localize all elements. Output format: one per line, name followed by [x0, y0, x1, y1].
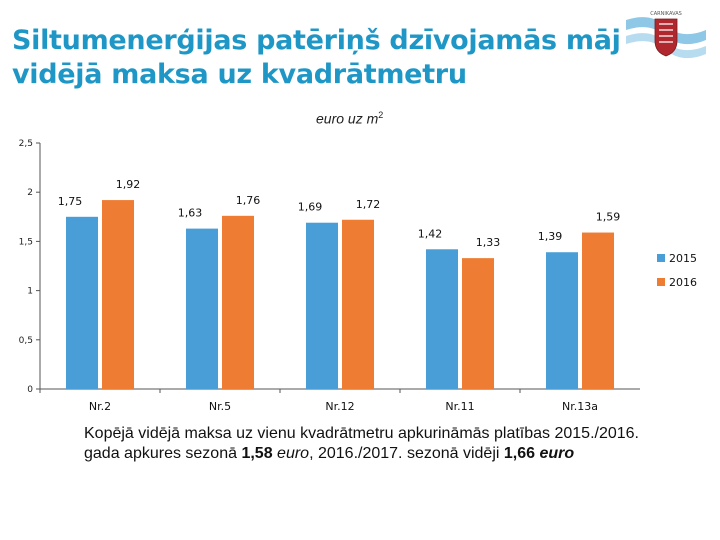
- bar-chart: 0 0,5 1 1,5 2 2,5 1,75 1,92 Nr.2 1,63 1,76 Nr.5 1,69…: [19, 139, 697, 413]
- data-label: 1,92: [116, 178, 141, 191]
- y-tick-label: 0,5: [19, 336, 33, 346]
- summary-text: Kopējā vidējā maksa uz vienu kvadrātmetr…: [84, 425, 639, 462]
- data-label: 1,63: [178, 207, 203, 220]
- title-line-2: vidējā maksa uz kvadrātmetru: [12, 59, 467, 90]
- bar-2015: [546, 252, 578, 389]
- bar-2015: [186, 228, 218, 389]
- y-tick-label: 2: [27, 188, 33, 198]
- coat-of-arms-icon: [626, 17, 706, 59]
- data-label: 1,33: [476, 236, 501, 249]
- logo-text: CARNIKAVAS: [650, 11, 682, 17]
- y-tick-label: 1: [27, 287, 33, 297]
- bar-2015: [426, 249, 458, 389]
- bar-2016: [342, 219, 374, 389]
- legend-swatch: [657, 254, 665, 262]
- data-label: 1,75: [58, 195, 83, 208]
- data-label: 1,72: [356, 198, 381, 211]
- y-tick-label: 2,5: [19, 139, 33, 149]
- data-label: 1,69: [298, 201, 323, 214]
- x-tick-label: Nr.5: [209, 400, 231, 413]
- bar-2016: [462, 258, 494, 389]
- x-tick-label: Nr.11: [445, 400, 474, 413]
- y-tick-label: 0: [27, 385, 33, 395]
- data-label: 1,42: [418, 227, 443, 240]
- x-tick-label: Nr.12: [325, 400, 354, 413]
- bar-2016: [582, 232, 614, 389]
- unit-label: euro uz m2: [316, 110, 384, 127]
- bar-2016: [102, 200, 134, 389]
- logo: CARNIKAVAS: [620, 6, 712, 68]
- title-line-1: Siltumenerģijas patēriņš dzīvojamās mājā…: [12, 25, 665, 56]
- legend-label: 2015: [669, 252, 697, 265]
- data-label: 1,59: [596, 211, 621, 224]
- data-label: 1,39: [538, 230, 563, 243]
- bar-2015: [66, 216, 98, 389]
- x-tick-label: Nr.2: [89, 400, 111, 413]
- bar-2015: [306, 222, 338, 389]
- page-title: Siltumenerģijas patēriņš dzīvojamās mājā…: [12, 24, 665, 92]
- y-tick-label: 1,5: [19, 237, 33, 247]
- legend-label: 2016: [669, 276, 697, 289]
- data-label: 1,76: [236, 194, 261, 207]
- legend-swatch: [657, 278, 665, 286]
- bar-2016: [222, 215, 254, 389]
- x-tick-label: Nr.13a: [562, 400, 598, 413]
